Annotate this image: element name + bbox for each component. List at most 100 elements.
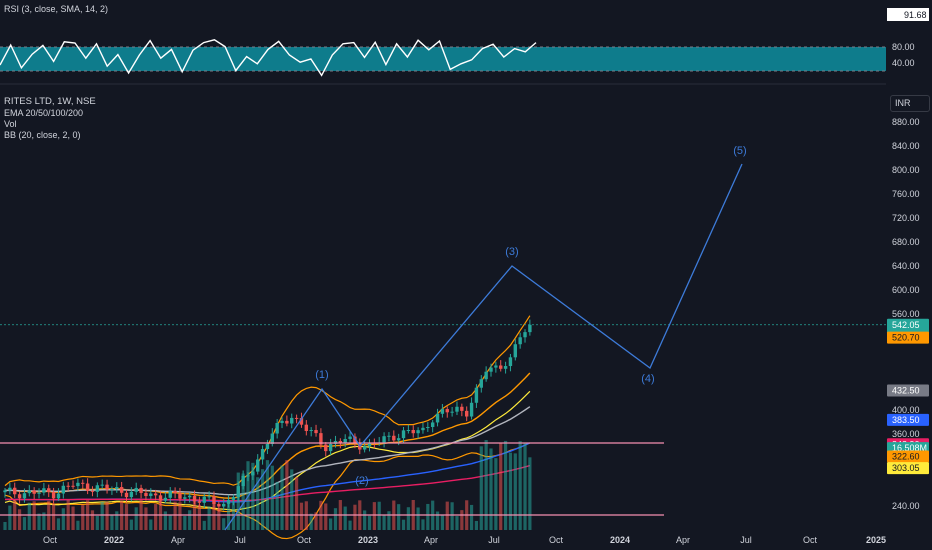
candle-body (362, 446, 367, 450)
candle-body (314, 430, 318, 434)
rsi-panel (0, 39, 886, 77)
candle-body (105, 484, 109, 490)
volume-bar (37, 513, 41, 530)
candle-body (192, 495, 197, 502)
candle-body (231, 497, 236, 500)
volume-bar (372, 502, 376, 530)
price-tag-label: 322.60 (892, 451, 920, 461)
bb-legend[interactable]: BB (20, close, 2, 0) (4, 130, 81, 140)
price-tag-label: 542.05 (892, 320, 920, 330)
candle-body (207, 496, 211, 498)
candle-body (115, 487, 119, 489)
volume-bar (513, 453, 517, 530)
candle-body (178, 493, 182, 499)
candle-body (51, 491, 56, 499)
volume-bar (149, 519, 153, 530)
volume-bar (290, 469, 294, 530)
time-tick: Jul (740, 535, 752, 545)
volume-bar (406, 507, 410, 530)
time-axis: Oct 2022 Apr Jul Oct 2023 Apr Jul Oct 2024 Apr Jul O… (43, 535, 886, 545)
candle-body (411, 429, 415, 434)
volume-bar (455, 516, 459, 530)
candle-body (265, 443, 270, 450)
candle-body (421, 427, 425, 431)
candle-body (66, 485, 70, 487)
price-tag-label: 16.508M (892, 443, 927, 453)
price-tick: 720.00 (892, 213, 920, 223)
candle-body (387, 435, 391, 437)
volume-bar (499, 443, 503, 530)
time-tick: Oct (43, 535, 58, 545)
candle-body (406, 429, 411, 431)
volume-bar (32, 501, 36, 530)
price-tag-label: 432.50 (892, 386, 920, 396)
candle-body (56, 493, 61, 499)
volume-bar (285, 460, 289, 530)
volume-bar (314, 512, 318, 530)
volume-bar (484, 440, 488, 530)
candle-body (290, 417, 294, 424)
candle-body (236, 486, 240, 498)
candle-body (222, 503, 226, 507)
vol-legend[interactable]: Vol (4, 119, 17, 129)
volume-bar (124, 504, 129, 530)
candle-body (440, 409, 445, 414)
volume-bar (469, 504, 474, 530)
volume-bar (518, 441, 522, 530)
volume-bar (503, 440, 508, 530)
volume-bar (523, 442, 527, 530)
wave-label: (4) (641, 373, 654, 385)
volume-bar (295, 476, 299, 530)
currency-button[interactable]: INR (890, 95, 930, 112)
volume-bar (299, 502, 304, 530)
rsi-tick: 80.00 (892, 42, 915, 52)
candle-body (76, 482, 80, 487)
volume-bar (226, 503, 231, 530)
price-panel: (1) (2) (3) (4) (5) (0, 145, 886, 540)
volume-bar (115, 511, 119, 530)
candle-body (430, 422, 435, 428)
candle-body (27, 490, 31, 494)
volume-bar (144, 507, 148, 530)
candle-body (197, 501, 202, 503)
volume-bar (304, 501, 308, 530)
price-tick: 800.00 (892, 165, 920, 175)
volume-bar (134, 507, 138, 530)
candle-body (17, 494, 22, 499)
candle-body (183, 497, 187, 499)
rsi-line (0, 39, 537, 77)
time-tick: Apr (171, 535, 185, 545)
candle-body (119, 487, 124, 493)
volume-bar (61, 508, 65, 530)
volume-bar (377, 501, 381, 530)
volume-bar (173, 501, 177, 530)
candle-body (435, 413, 440, 423)
candle-body (294, 417, 299, 419)
volume-bar (17, 509, 22, 530)
time-tick: 2022 (104, 535, 124, 545)
candle-body (149, 493, 153, 497)
volume-bar (129, 519, 133, 530)
price-tick: 560.00 (892, 309, 920, 319)
price-tag (887, 384, 929, 397)
price-tick: 840.00 (892, 141, 920, 151)
price-tag (887, 331, 929, 344)
candle-body (32, 490, 36, 494)
volume-bar (474, 520, 479, 530)
volume-bar (421, 519, 425, 530)
candle-body (503, 366, 508, 369)
candle-body (299, 418, 304, 425)
wave-label: (5) (733, 145, 746, 157)
time-tick: Oct (803, 535, 818, 545)
ema-legend[interactable]: EMA 20/50/100/200 (4, 108, 84, 118)
candle-body (173, 491, 177, 494)
candle-body (71, 485, 75, 487)
volume-bar (280, 465, 284, 530)
candle-body (353, 436, 357, 443)
volume-bar (528, 457, 532, 530)
volume-bar (222, 518, 226, 530)
candle-body (256, 459, 260, 472)
candle-body (460, 406, 464, 411)
price-tick: 360.00 (892, 429, 920, 439)
